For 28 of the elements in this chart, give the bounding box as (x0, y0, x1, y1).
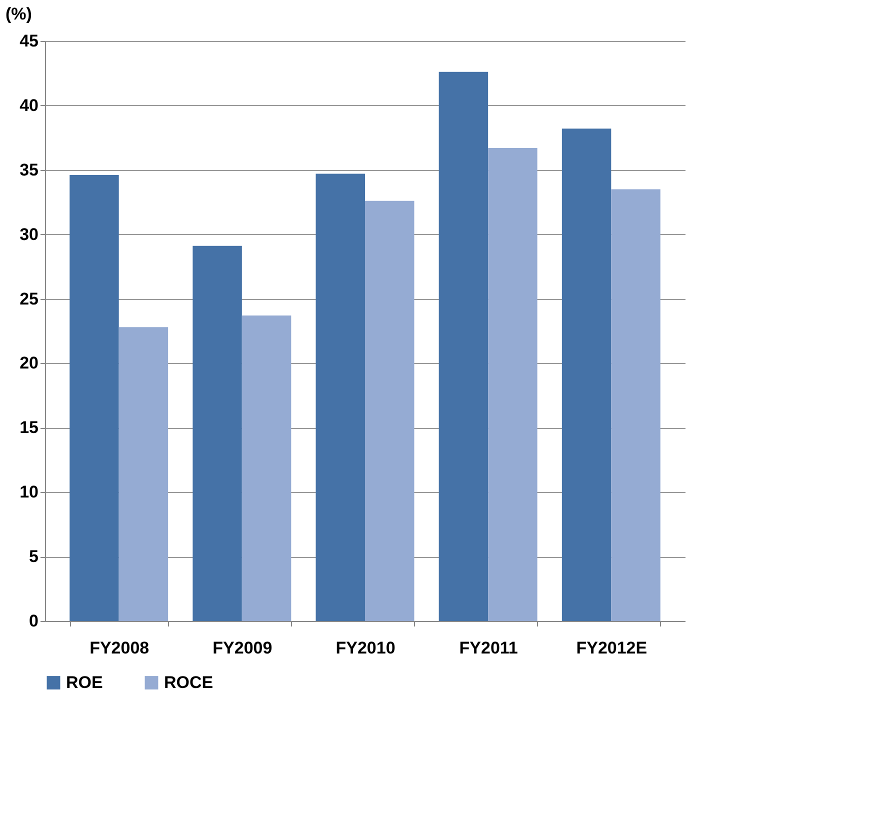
bar (611, 189, 660, 621)
x-tick-label: FY2011 (459, 638, 518, 658)
y-tick-label: 5 (29, 547, 38, 566)
y-tick-label: 45 (20, 32, 38, 50)
x-tick-label: FY2008 (90, 638, 150, 658)
legend-label: ROE (66, 672, 103, 692)
bar (242, 316, 292, 621)
y-tick-label: 35 (20, 160, 38, 180)
x-tick-label: FY2012E (576, 638, 648, 658)
bar (70, 175, 119, 621)
x-tick-label: FY2009 (212, 638, 272, 658)
bar (365, 200, 414, 621)
x-tick-label: FY2010 (336, 638, 396, 658)
bar (438, 72, 488, 621)
y-tick-label: 25 (20, 289, 38, 308)
y-tick-label: 20 (20, 354, 38, 373)
y-tick-label: 40 (20, 96, 38, 115)
bar (562, 128, 612, 621)
y-tick-label: 10 (20, 482, 38, 502)
y-tick-label: 0 (29, 612, 38, 630)
bar (118, 327, 168, 621)
bar (316, 174, 365, 621)
y-tick-label: 15 (20, 418, 38, 438)
y-tick-label: 30 (20, 224, 38, 244)
bar (488, 148, 538, 621)
y-axis-title: (%) (6, 4, 32, 24)
bar (192, 246, 242, 621)
legend-label: ROCE (164, 672, 214, 692)
